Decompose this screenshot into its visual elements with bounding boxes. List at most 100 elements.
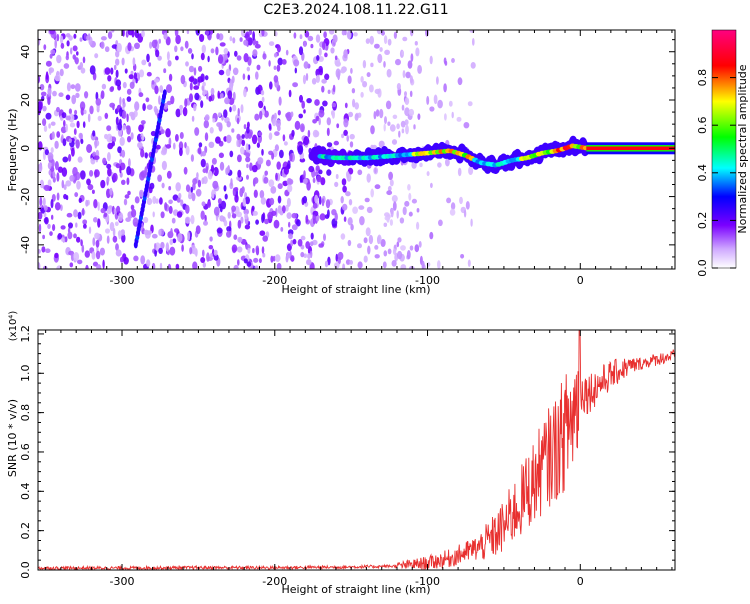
- noise-speck: [65, 94, 71, 101]
- noise-speck: [270, 255, 274, 263]
- noise-speck: [269, 197, 275, 206]
- noise-speck: [76, 120, 80, 129]
- noise-speck: [45, 112, 52, 120]
- noise-speck: [128, 74, 134, 80]
- noise-speck: [210, 252, 213, 258]
- noise-speck: [86, 144, 93, 153]
- noise-speck: [216, 227, 223, 234]
- noise-speck: [91, 189, 95, 194]
- noise-speck: [51, 214, 54, 220]
- noise-speck: [139, 69, 145, 78]
- noise-speck: [70, 47, 73, 55]
- noise-speck: [212, 180, 219, 189]
- noise-speck: [254, 265, 259, 269]
- noise-speck: [444, 113, 447, 121]
- noise-speck: [288, 221, 291, 228]
- noise-speck: [185, 204, 190, 214]
- noise-speck: [322, 41, 326, 50]
- noise-speck: [300, 235, 306, 241]
- noise-speck: [48, 123, 51, 129]
- noise-speck: [404, 119, 409, 126]
- noise-speck: [397, 237, 402, 243]
- noise-speck: [343, 49, 348, 59]
- noise-speck: [56, 54, 62, 64]
- noise-speck: [246, 174, 249, 180]
- noise-speck: [286, 251, 290, 259]
- noise-speck: [261, 96, 265, 103]
- noise-speck: [168, 137, 172, 147]
- noise-speck: [192, 261, 198, 269]
- noise-speck: [130, 132, 134, 140]
- noise-speck: [217, 198, 222, 205]
- noise-speck: [378, 140, 385, 148]
- noise-speck: [414, 41, 418, 46]
- noise-speck: [418, 241, 422, 248]
- noise-speck: [74, 57, 79, 65]
- noise-speck: [449, 208, 456, 216]
- noise-speck: [369, 35, 375, 45]
- noise-speck: [354, 102, 360, 110]
- noise-speck: [202, 168, 207, 174]
- noise-speck: [65, 55, 70, 61]
- noise-speck: [189, 93, 193, 103]
- noise-speck: [367, 245, 371, 255]
- noise-speck: [281, 59, 287, 65]
- noise-speck: [303, 40, 307, 48]
- noise-speck: [47, 152, 54, 161]
- x-tick-label: -300: [110, 575, 135, 588]
- noise-speck: [218, 69, 225, 76]
- noise-speck: [218, 152, 224, 159]
- y-tick-label: 40: [19, 45, 32, 59]
- noise-speck: [52, 171, 56, 178]
- noise-speck: [223, 219, 228, 227]
- noise-speck: [97, 201, 100, 211]
- noise-speck: [54, 252, 59, 259]
- noise-speck: [345, 191, 351, 197]
- noise-speck: [201, 44, 206, 54]
- noise-speck: [306, 259, 312, 266]
- noise-speck: [111, 136, 117, 143]
- noise-speck: [76, 236, 81, 243]
- noise-speck: [383, 250, 388, 257]
- noise-speck: [122, 98, 125, 104]
- noise-speck: [443, 83, 447, 93]
- noise-speck: [242, 73, 246, 80]
- noise-speck: [365, 38, 370, 44]
- noise-speck: [103, 212, 108, 218]
- noise-speck: [190, 214, 195, 225]
- noise-speck: [97, 218, 101, 228]
- noise-speck: [58, 92, 64, 97]
- noise-speck: [92, 130, 96, 137]
- noise-speck: [268, 60, 271, 67]
- noise-speck: [38, 74, 41, 84]
- noise-speck: [86, 178, 91, 186]
- noise-speck: [305, 214, 309, 223]
- noise-speck: [77, 156, 83, 163]
- noise-speck: [50, 147, 54, 154]
- noise-speck: [340, 196, 344, 204]
- noise-speck: [54, 140, 59, 149]
- x-tick-label: -200: [262, 575, 287, 588]
- noise-speck: [96, 264, 102, 269]
- noise-speck: [366, 173, 371, 183]
- noise-speck: [213, 254, 219, 261]
- noise-speck: [39, 179, 45, 189]
- noise-speck: [273, 219, 280, 229]
- noise-speck: [314, 99, 320, 106]
- noise-speck: [401, 128, 405, 134]
- noise-speck: [305, 241, 311, 249]
- noise-speck: [306, 98, 312, 104]
- noise-speck: [300, 251, 305, 258]
- noise-speck: [459, 196, 463, 205]
- noise-speck: [404, 107, 410, 117]
- noise-speck: [379, 47, 383, 52]
- noise-speck: [93, 155, 100, 160]
- noise-speck: [119, 165, 122, 174]
- noise-speck: [229, 150, 234, 158]
- noise-speck: [208, 95, 212, 102]
- noise-speck: [213, 249, 218, 256]
- noise-speck: [210, 87, 215, 96]
- noise-speck: [61, 167, 68, 177]
- noise-speck: [370, 62, 374, 68]
- noise-speck: [60, 35, 64, 44]
